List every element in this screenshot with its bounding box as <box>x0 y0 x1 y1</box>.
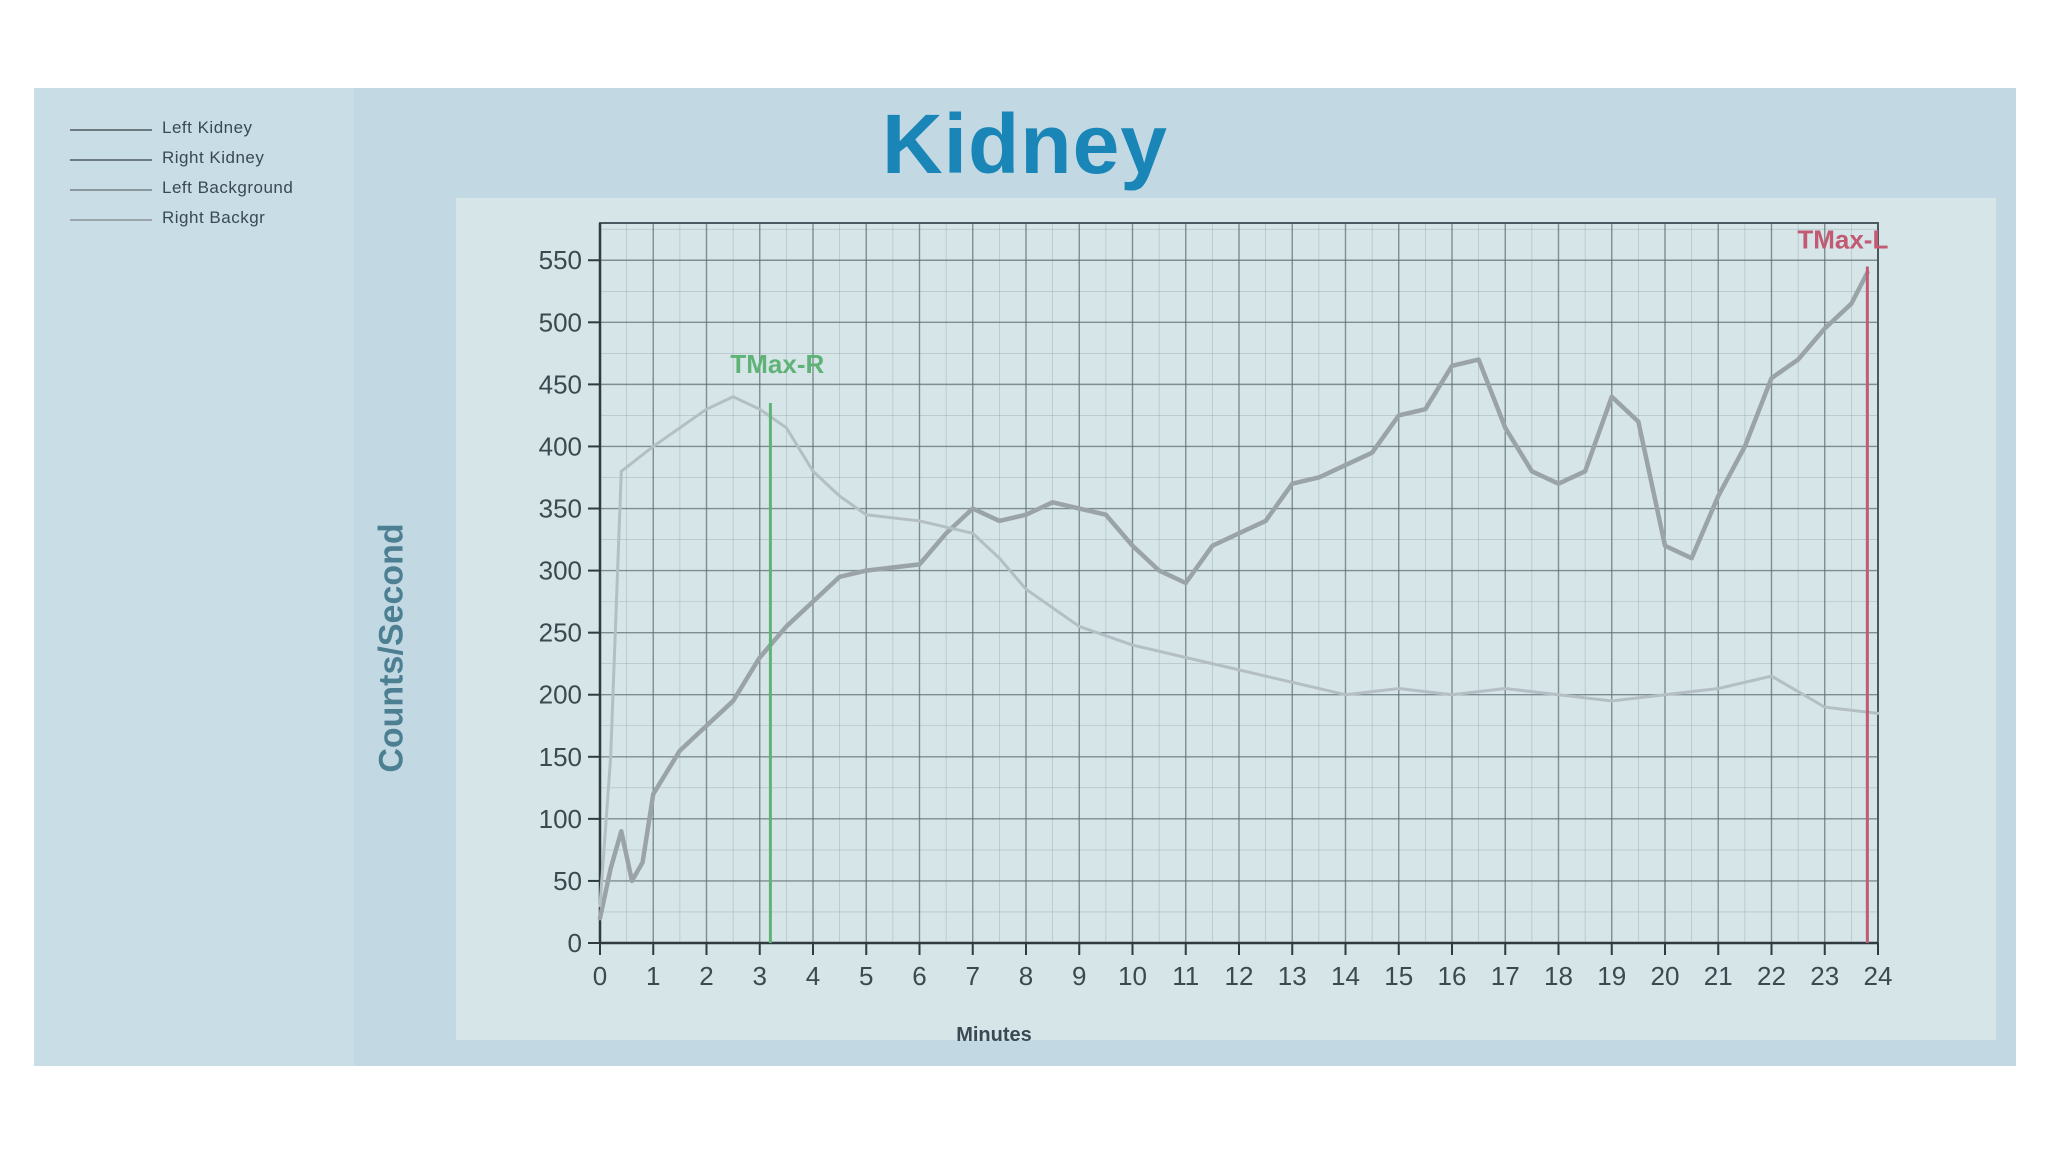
y-tick-label: 450 <box>539 369 582 399</box>
x-tick-label: 11 <box>1172 961 1199 991</box>
chart-title: Kidney <box>881 97 1169 191</box>
y-tick-label: 550 <box>539 245 582 275</box>
y-tick-label: 200 <box>539 680 582 710</box>
x-tick-label: 17 <box>1491 961 1520 991</box>
x-tick-label: 0 <box>593 961 607 991</box>
x-tick-label: 14 <box>1331 961 1360 991</box>
x-tick-label: 1 <box>646 961 660 991</box>
x-tick-label: 16 <box>1438 961 1467 991</box>
x-tick-label: 3 <box>753 961 767 991</box>
x-tick-label: 15 <box>1384 961 1413 991</box>
x-tick-label: 24 <box>1864 961 1893 991</box>
y-tick-label: 250 <box>539 618 582 648</box>
legend-panel: Left Kidney Right Kidney Left Background… <box>34 88 354 1066</box>
x-tick-label: 12 <box>1225 961 1254 991</box>
legend-item-right-background: Right Backgr <box>70 206 340 234</box>
y-tick-label: 350 <box>539 494 582 524</box>
y-tick-label: 400 <box>539 431 582 461</box>
x-tick-label: 23 <box>1810 961 1839 991</box>
y-tick-label: 50 <box>553 866 582 896</box>
legend-label: Right Kidney <box>162 148 265 167</box>
legend-label: Right Backgr <box>162 208 266 227</box>
y-tick-label: 0 <box>568 928 582 958</box>
legend-item-left-background: Left Background <box>70 176 340 204</box>
x-tick-label: 10 <box>1118 961 1147 991</box>
x-tick-label: 5 <box>859 961 873 991</box>
x-tick-label: 13 <box>1278 961 1307 991</box>
tmax-label: TMax-R <box>730 349 824 379</box>
x-tick-label: 2 <box>699 961 713 991</box>
y-tick-label: 300 <box>539 556 582 586</box>
legend-swatch <box>70 159 152 161</box>
x-tick-label: 7 <box>966 961 980 991</box>
x-tick-label: 4 <box>806 961 820 991</box>
x-tick-label: 20 <box>1651 961 1680 991</box>
series-line-left-kidney <box>597 270 1870 921</box>
x-tick-label: 22 <box>1757 961 1786 991</box>
x-tick-label: 18 <box>1544 961 1573 991</box>
y-tick-label: 150 <box>539 742 582 772</box>
x-tick-label: 21 <box>1704 961 1733 991</box>
legend-item-right-kidney: Right Kidney <box>70 146 340 174</box>
legend-item-left-kidney: Left Kidney <box>70 116 340 144</box>
plot-background <box>456 198 1996 1040</box>
legend-label: Left Background <box>162 178 294 197</box>
x-tick-label: 19 <box>1597 961 1626 991</box>
tmax-label: TMax-L <box>1797 224 1888 254</box>
y-tick-label: 500 <box>539 307 582 337</box>
chart-photo: Left Kidney Right Kidney Left Background… <box>34 88 2016 1066</box>
series-line-right-kidney <box>598 395 1880 908</box>
legend-swatch <box>70 129 152 131</box>
x-tick-label: 8 <box>1019 961 1033 991</box>
y-tick-label: 100 <box>539 804 582 834</box>
x-tick-label: 9 <box>1072 961 1086 991</box>
legend-swatch <box>70 189 152 191</box>
legend-label: Left Kidney <box>162 118 253 137</box>
x-tick-label: 6 <box>912 961 926 991</box>
x-axis-label: Minutes <box>956 1024 1032 1046</box>
legend: Left Kidney Right Kidney Left Background… <box>70 116 340 246</box>
legend-swatch <box>70 219 152 221</box>
